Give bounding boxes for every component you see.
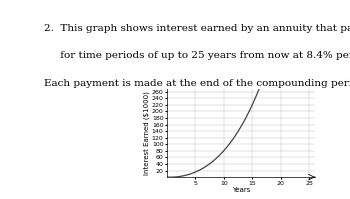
Y-axis label: Interest Earned ($1000): Interest Earned ($1000) (144, 91, 150, 175)
Text: 2.  This graph shows interest earned by an annuity that pays $17 000 at the end : 2. This graph shows interest earned by a… (44, 24, 350, 33)
X-axis label: Years: Years (232, 187, 250, 193)
Text: for time periods of up to 25 years from now at 8.4% per year compounded annually: for time periods of up to 25 years from … (44, 51, 350, 60)
Text: Each payment is made at the end of the compounding period.: Each payment is made at the end of the c… (44, 79, 350, 88)
